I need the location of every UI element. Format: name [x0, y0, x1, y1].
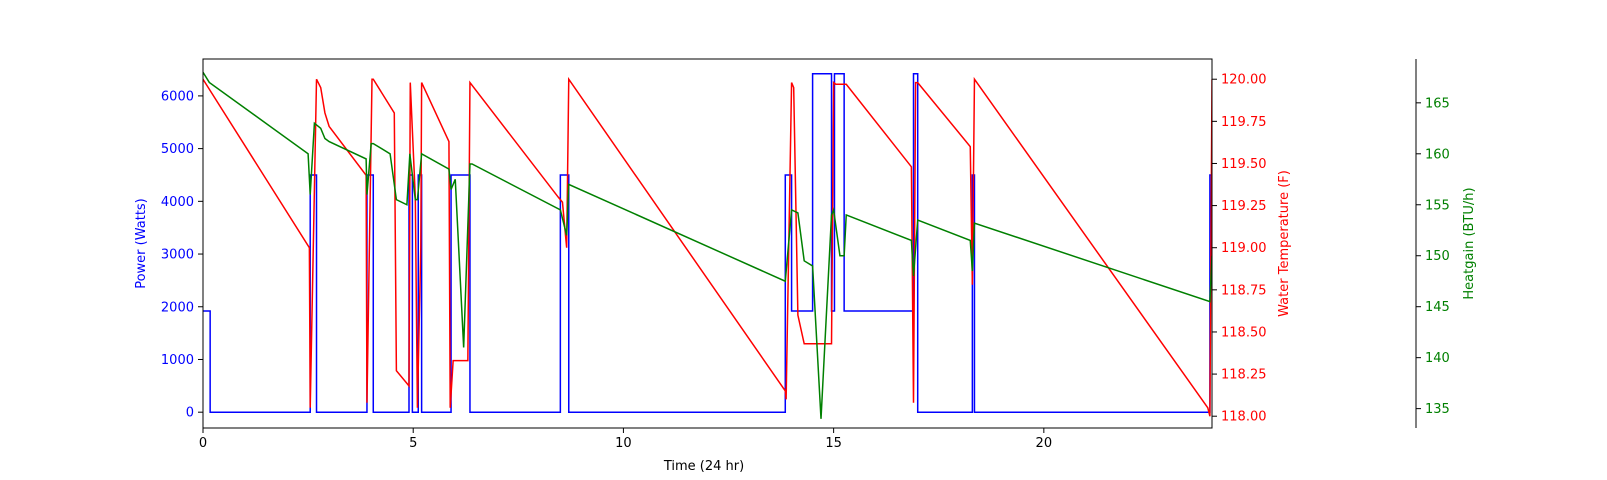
y-tick-label: 3000 — [161, 248, 194, 263]
series-layer — [203, 71, 1212, 419]
y-tick-label: 155 — [1425, 198, 1450, 213]
x-tick-label: 15 — [825, 436, 842, 451]
axes-layer: 0 5 10 15 20 0 1000 2000 3000 4000 5000 6000 Power (… — [134, 58, 1477, 451]
plot-frame — [202, 58, 1213, 429]
x-axis-title: Time (24 hr) — [663, 459, 744, 474]
y-tick-label: 150 — [1425, 249, 1450, 264]
y-tick-label: 135 — [1425, 402, 1450, 417]
y-tick-label: 119.75 — [1221, 115, 1267, 130]
y-tick-label: 4000 — [161, 195, 194, 210]
y-tick-label: 119.00 — [1221, 241, 1267, 256]
y-tick-label: 120.00 — [1221, 73, 1267, 88]
y-tick-label: 118.25 — [1221, 368, 1267, 383]
y-tick-label: 118.75 — [1221, 283, 1267, 298]
series-line-water-temperature — [203, 76, 1212, 417]
x-tick-label: 5 — [409, 436, 417, 451]
x-tick-label: 10 — [615, 436, 632, 451]
x-tick-label: 0 — [199, 436, 207, 451]
series-line-heatgain — [203, 71, 1212, 419]
y-tick-label: 160 — [1425, 147, 1450, 162]
y-tick-label: 140 — [1425, 351, 1450, 366]
y-tick-label: 2000 — [161, 300, 194, 315]
y-tick-label: 118.00 — [1221, 410, 1267, 425]
y-tick-label: 145 — [1425, 300, 1450, 315]
y-tick-label: 1000 — [161, 353, 194, 368]
y-tick-label: 119.50 — [1221, 157, 1267, 172]
y-tick-label: 0 — [186, 406, 194, 421]
heatgain-axis-title: Heatgain (BTU/h) — [1462, 187, 1477, 299]
y-tick-label: 5000 — [161, 142, 194, 157]
x-tick-label: 20 — [1036, 436, 1053, 451]
water-temperature-axis-title: Water Temperature (F) — [1277, 170, 1292, 317]
y-tick-label: 119.25 — [1221, 199, 1267, 214]
y-tick-label: 6000 — [161, 89, 194, 104]
y-tick-label: 165 — [1425, 96, 1450, 111]
power-axis-title: Power (Watts) — [134, 198, 149, 289]
y-tick-label: 118.50 — [1221, 325, 1267, 340]
